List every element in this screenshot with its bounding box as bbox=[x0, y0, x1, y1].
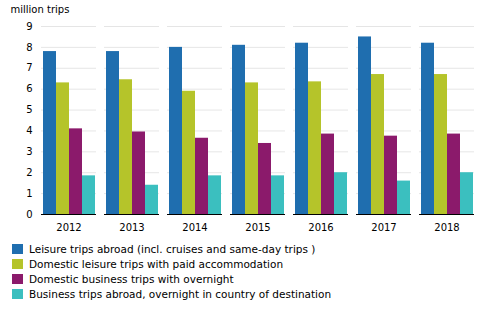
svg-text:7: 7 bbox=[26, 62, 32, 73]
html-text:Domestic leisure trips with pa: Domestic leisure trips with paid accommo… bbox=[29, 258, 284, 270]
html-text:Business trips abroad, overnig: Business trips abroad, overnight in coun… bbox=[29, 288, 332, 300]
svg-text:2014: 2014 bbox=[182, 222, 207, 233]
html-text:Leisure trips abroad (incl. cr: Leisure trips abroad (incl. cruises and … bbox=[29, 243, 316, 255]
svg-text:2018: 2018 bbox=[434, 222, 459, 233]
svg-text:million trips: million trips bbox=[11, 4, 70, 15]
html-text:Domestic business trips with o: Domestic business trips with overnight bbox=[29, 273, 234, 285]
svg-text:2013: 2013 bbox=[119, 222, 144, 233]
svg-text:2016: 2016 bbox=[308, 222, 333, 233]
svg-text:1: 1 bbox=[26, 188, 32, 199]
svg-text:2012: 2012 bbox=[56, 222, 81, 233]
svg-text:2017: 2017 bbox=[371, 222, 396, 233]
svg-text:6: 6 bbox=[26, 83, 32, 94]
svg-text:3: 3 bbox=[26, 146, 32, 157]
svg-text:8: 8 bbox=[26, 42, 32, 53]
svg-text:2: 2 bbox=[26, 167, 32, 178]
svg-text:0: 0 bbox=[26, 209, 32, 220]
svg-text:5: 5 bbox=[26, 104, 32, 115]
svg-text:9: 9 bbox=[26, 21, 32, 32]
svg-text:2015: 2015 bbox=[245, 222, 270, 233]
svg-text:4: 4 bbox=[26, 125, 32, 136]
